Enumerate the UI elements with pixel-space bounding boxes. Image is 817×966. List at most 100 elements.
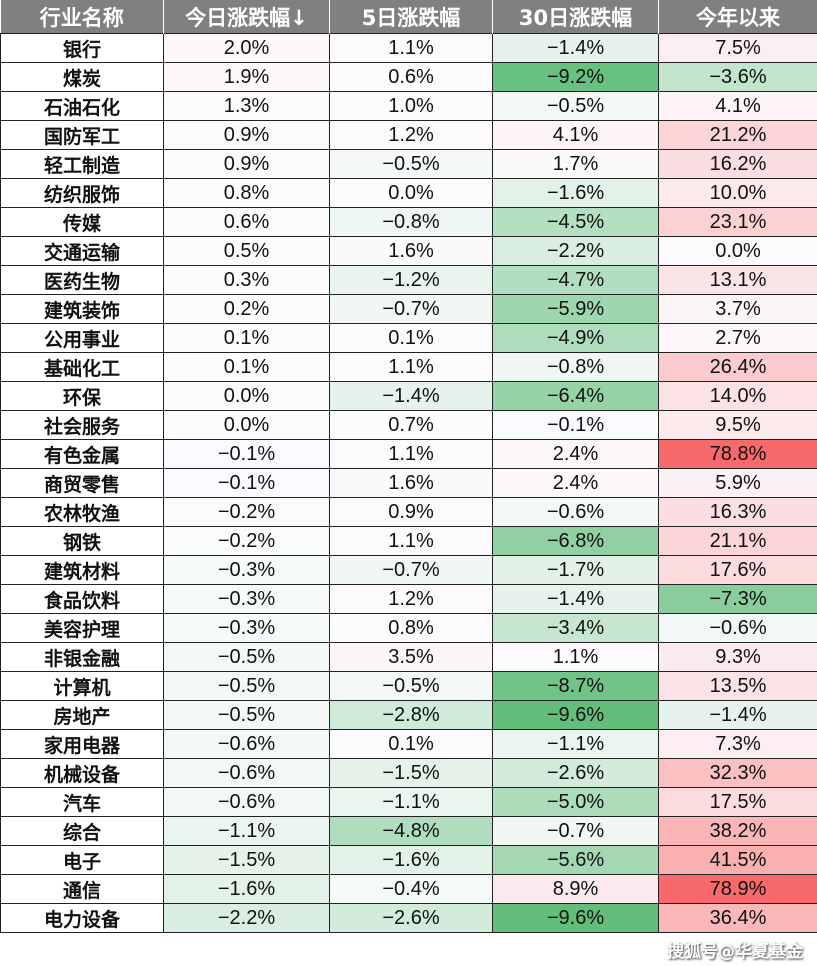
industry-name-cell: 交通运输 bbox=[1, 237, 164, 266]
30day-change-cell: −1.7% bbox=[493, 556, 659, 585]
table-row: 有色金属−0.1%1.1%2.4%78.8% bbox=[1, 440, 817, 469]
industry-name-cell: 综合 bbox=[1, 817, 164, 846]
header-industry[interactable]: 行业名称 bbox=[1, 0, 164, 34]
industry-name-cell: 有色金属 bbox=[1, 440, 164, 469]
30day-change-cell: −0.5% bbox=[493, 92, 659, 121]
ytd-change-cell: 2.7% bbox=[659, 324, 817, 353]
table-row: 房地产−0.5%−2.8%−9.6%−1.4% bbox=[1, 701, 817, 730]
5day-change-cell: 0.6% bbox=[330, 63, 493, 92]
today-change-cell: −0.2% bbox=[164, 527, 330, 556]
table-row: 建筑材料−0.3%−0.7%−1.7%17.6% bbox=[1, 556, 817, 585]
ytd-change-cell: 10.0% bbox=[659, 179, 817, 208]
today-change-cell: −0.3% bbox=[164, 556, 330, 585]
table-row: 计算机−0.5%−0.5%−8.7%13.5% bbox=[1, 672, 817, 701]
industry-name-cell: 建筑装饰 bbox=[1, 295, 164, 324]
table-row: 钢铁−0.2%1.1%−6.8%21.1% bbox=[1, 527, 817, 556]
ytd-change-cell: −7.3% bbox=[659, 585, 817, 614]
ytd-change-cell: 14.0% bbox=[659, 382, 817, 411]
ytd-change-cell: 21.2% bbox=[659, 121, 817, 150]
table-row: 电力设备−2.2%−2.6%−9.6%36.4% bbox=[1, 904, 817, 933]
today-change-cell: 0.1% bbox=[164, 353, 330, 382]
today-change-cell: 1.9% bbox=[164, 63, 330, 92]
header-5day-change[interactable]: 5日涨跌幅 bbox=[330, 0, 493, 34]
table-row: 非银金融−0.5%3.5%1.1%9.3% bbox=[1, 643, 817, 672]
ytd-change-cell: 36.4% bbox=[659, 904, 817, 933]
30day-change-cell: 2.4% bbox=[493, 440, 659, 469]
5day-change-cell: −1.6% bbox=[330, 846, 493, 875]
30day-change-cell: −2.6% bbox=[493, 759, 659, 788]
industry-name-cell: 公用事业 bbox=[1, 324, 164, 353]
table-row: 美容护理−0.3%0.8%−3.4%−0.6% bbox=[1, 614, 817, 643]
header-today-change[interactable]: 今日涨跌幅↓ bbox=[164, 0, 330, 34]
30day-change-cell: −6.4% bbox=[493, 382, 659, 411]
watermark: 搜狐号@华夏基金 bbox=[0, 933, 817, 966]
ytd-change-cell: 78.8% bbox=[659, 440, 817, 469]
industry-name-cell: 轻工制造 bbox=[1, 150, 164, 179]
ytd-change-cell: 17.5% bbox=[659, 788, 817, 817]
today-change-cell: 0.5% bbox=[164, 237, 330, 266]
5day-change-cell: −4.8% bbox=[330, 817, 493, 846]
industry-name-cell: 社会服务 bbox=[1, 411, 164, 440]
header-30day-change[interactable]: 30日涨跌幅 bbox=[493, 0, 659, 34]
30day-change-cell: −5.0% bbox=[493, 788, 659, 817]
industry-name-cell: 基础化工 bbox=[1, 353, 164, 382]
30day-change-cell: 1.1% bbox=[493, 643, 659, 672]
5day-change-cell: 1.2% bbox=[330, 121, 493, 150]
today-change-cell: −2.2% bbox=[164, 904, 330, 933]
industry-name-cell: 医药生物 bbox=[1, 266, 164, 295]
5day-change-cell: 0.7% bbox=[330, 411, 493, 440]
5day-change-cell: 1.1% bbox=[330, 440, 493, 469]
5day-change-cell: −0.5% bbox=[330, 150, 493, 179]
5day-change-cell: −1.1% bbox=[330, 788, 493, 817]
5day-change-cell: 1.0% bbox=[330, 92, 493, 121]
today-change-cell: 2.0% bbox=[164, 34, 330, 63]
30day-change-cell: −4.9% bbox=[493, 324, 659, 353]
ytd-change-cell: 21.1% bbox=[659, 527, 817, 556]
30day-change-cell: 2.4% bbox=[493, 469, 659, 498]
today-change-cell: −0.6% bbox=[164, 759, 330, 788]
industry-name-cell: 石油石化 bbox=[1, 92, 164, 121]
30day-change-cell: −9.2% bbox=[493, 63, 659, 92]
30day-change-cell: 1.7% bbox=[493, 150, 659, 179]
ytd-change-cell: 23.1% bbox=[659, 208, 817, 237]
5day-change-cell: 3.5% bbox=[330, 643, 493, 672]
30day-change-cell: −4.5% bbox=[493, 208, 659, 237]
industry-name-cell: 房地产 bbox=[1, 701, 164, 730]
today-change-cell: −1.6% bbox=[164, 875, 330, 904]
ytd-change-cell: 3.7% bbox=[659, 295, 817, 324]
30day-change-cell: −1.1% bbox=[493, 730, 659, 759]
5day-change-cell: 1.1% bbox=[330, 527, 493, 556]
industry-name-cell: 非银金融 bbox=[1, 643, 164, 672]
today-change-cell: 0.3% bbox=[164, 266, 330, 295]
industry-name-cell: 商贸零售 bbox=[1, 469, 164, 498]
industry-name-cell: 计算机 bbox=[1, 672, 164, 701]
table-row: 商贸零售−0.1%1.6%2.4%5.9% bbox=[1, 469, 817, 498]
industry-name-cell: 建筑材料 bbox=[1, 556, 164, 585]
ytd-change-cell: 4.1% bbox=[659, 92, 817, 121]
industry-name-cell: 煤炭 bbox=[1, 63, 164, 92]
30day-change-cell: −0.6% bbox=[493, 498, 659, 527]
5day-change-cell: 1.1% bbox=[330, 34, 493, 63]
ytd-change-cell: 26.4% bbox=[659, 353, 817, 382]
industry-name-cell: 汽车 bbox=[1, 788, 164, 817]
today-change-cell: −0.1% bbox=[164, 469, 330, 498]
ytd-change-cell: 16.2% bbox=[659, 150, 817, 179]
30day-change-cell: −1.4% bbox=[493, 34, 659, 63]
ytd-change-cell: 41.5% bbox=[659, 846, 817, 875]
ytd-change-cell: 13.1% bbox=[659, 266, 817, 295]
header-ytd-change[interactable]: 今年以来 bbox=[659, 0, 817, 34]
today-change-cell: 0.2% bbox=[164, 295, 330, 324]
table-row: 农林牧渔−0.2%0.9%−0.6%16.3% bbox=[1, 498, 817, 527]
